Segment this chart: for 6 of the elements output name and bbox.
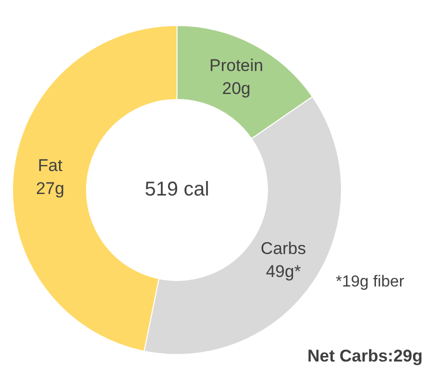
slice-label: Carbs 49g* [260, 239, 306, 282]
text: *19g fiber [336, 273, 405, 290]
text: 519 cal [144, 178, 210, 201]
slice-label: Fat 27g [36, 156, 64, 198]
slice-label: Protein 20g [209, 56, 264, 98]
text: Net Carbs:29g [307, 346, 423, 366]
